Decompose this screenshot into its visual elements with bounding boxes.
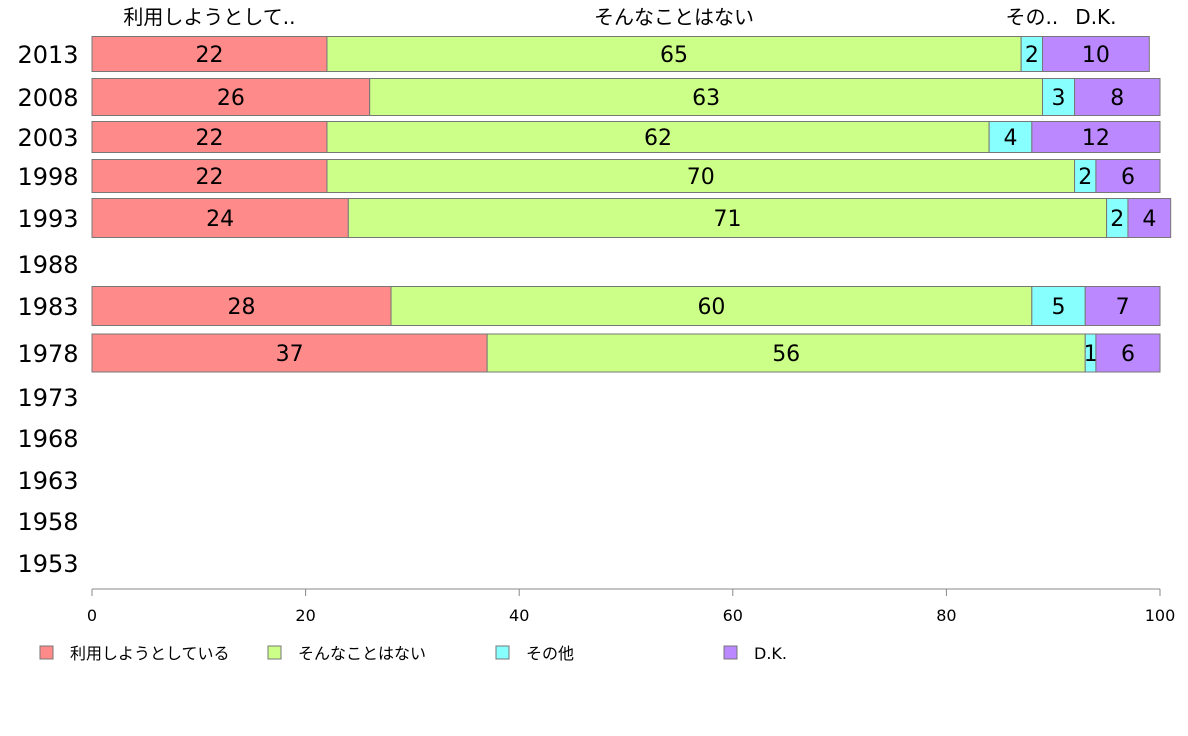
series-header-0: 利用しようとして.. bbox=[123, 5, 295, 29]
bar-segment-1993-3 bbox=[1127, 198, 1172, 238]
year-label-1988: 1988 bbox=[17, 251, 78, 279]
bar-segment-2008-3 bbox=[1074, 78, 1161, 116]
year-label-1998: 1998 bbox=[17, 163, 78, 191]
bar-value-label-1998-3: 6 bbox=[1121, 165, 1135, 190]
year-label-1953: 1953 bbox=[17, 550, 78, 578]
x-tick-label-80: 80 bbox=[936, 606, 956, 625]
bar-segment-1983-0 bbox=[91, 286, 392, 326]
bar-value-label-2003-2: 4 bbox=[1003, 126, 1017, 151]
bar-value-label-1978-0: 37 bbox=[276, 342, 304, 367]
x-tick-label-40: 40 bbox=[509, 606, 529, 625]
year-label-1963: 1963 bbox=[17, 467, 78, 495]
bar-value-label-1998-0: 22 bbox=[195, 165, 223, 190]
bar-value-label-1978-2: 1 bbox=[1084, 342, 1098, 367]
legend-label-3: D.K. bbox=[754, 644, 787, 663]
bar-value-label-1993-1: 71 bbox=[713, 207, 741, 232]
bar-segment-2008-2 bbox=[1042, 78, 1076, 116]
bar-segment-1978-0 bbox=[91, 333, 488, 373]
year-label-1973: 1973 bbox=[17, 384, 78, 412]
legend-swatch-1 bbox=[267, 645, 282, 660]
bar-value-label-2003-3: 12 bbox=[1082, 126, 1110, 151]
x-tick-label-100: 100 bbox=[1145, 606, 1176, 625]
year-label-1968: 1968 bbox=[17, 425, 78, 453]
bar-value-label-2013-1: 65 bbox=[660, 43, 688, 68]
year-label-2003: 2003 bbox=[17, 124, 78, 152]
bar-value-label-2008-2: 3 bbox=[1052, 86, 1066, 111]
bar-value-label-1993-2: 2 bbox=[1110, 207, 1124, 232]
legend-label-2: その他 bbox=[526, 644, 574, 663]
bar-segment-2013-3 bbox=[1042, 36, 1150, 72]
bar-value-label-1983-0: 28 bbox=[228, 295, 256, 320]
bar-value-label-1993-0: 24 bbox=[206, 207, 234, 232]
bar-value-label-1978-1: 56 bbox=[772, 342, 800, 367]
bar-segment-2003-0 bbox=[91, 121, 328, 153]
bar-segment-1983-1 bbox=[390, 286, 1033, 326]
bar-value-label-2013-0: 22 bbox=[195, 43, 223, 68]
bar-value-label-1998-1: 70 bbox=[687, 165, 715, 190]
bar-segment-1998-1 bbox=[326, 159, 1076, 193]
year-label-1993: 1993 bbox=[17, 205, 78, 233]
bar-segment-1983-3 bbox=[1084, 286, 1161, 326]
legend-label-1: そんなことはない bbox=[298, 644, 426, 663]
bar-segment-2003-1 bbox=[326, 121, 990, 153]
bar-value-label-2008-0: 26 bbox=[217, 86, 245, 111]
bar-segment-2008-1 bbox=[369, 78, 1044, 116]
bar-value-label-1983-1: 60 bbox=[697, 295, 725, 320]
year-label-1983: 1983 bbox=[17, 293, 78, 321]
bar-segment-1978-3 bbox=[1095, 333, 1161, 373]
bar-value-label-1983-2: 5 bbox=[1052, 295, 1066, 320]
bar-segment-1998-3 bbox=[1095, 159, 1161, 193]
legend-swatch-2 bbox=[495, 645, 510, 660]
bar-segment-2008-0 bbox=[91, 78, 371, 116]
bar-value-label-2003-1: 62 bbox=[644, 126, 672, 151]
legend-swatch-0 bbox=[39, 645, 54, 660]
bar-segment-2003-2 bbox=[988, 121, 1033, 153]
year-label-2013: 2013 bbox=[17, 41, 78, 69]
bar-segment-2013-1 bbox=[326, 36, 1022, 72]
year-label-2008: 2008 bbox=[17, 84, 78, 112]
bar-value-label-1998-2: 2 bbox=[1078, 165, 1092, 190]
bar-value-label-2003-0: 22 bbox=[195, 126, 223, 151]
bar-segment-2003-3 bbox=[1031, 121, 1161, 153]
bar-value-label-2013-3: 10 bbox=[1082, 43, 1110, 68]
bar-segment-1978-1 bbox=[486, 333, 1086, 373]
x-tick-label-0: 0 bbox=[87, 606, 97, 625]
year-label-1978: 1978 bbox=[17, 340, 78, 368]
x-tick-label-20: 20 bbox=[295, 606, 315, 625]
bar-value-label-1993-3: 4 bbox=[1142, 207, 1156, 232]
year-axis-labels: 2013 2008 2003 1998 1993 1988 1983 1978 1973 1968… bbox=[17, 41, 78, 578]
x-axis: 0 20 40 60 80 100 bbox=[87, 588, 1176, 625]
bar-segment-1998-0 bbox=[91, 159, 328, 193]
bar-value-label-1983-3: 7 bbox=[1116, 295, 1130, 320]
series-header-2: その.. bbox=[1005, 5, 1058, 29]
legend-swatch-3 bbox=[723, 645, 738, 660]
legend: 利用しようとしている そんなことはない その他 D.K. bbox=[39, 644, 787, 663]
bar-value-label-2008-1: 63 bbox=[692, 86, 720, 111]
series-header-labels: 利用しようとして.. そんなことはない その.. D.K. bbox=[123, 5, 1116, 29]
x-tick-label-60: 60 bbox=[723, 606, 743, 625]
bar-segment-2013-0 bbox=[91, 36, 328, 72]
bar-value-label-2008-3: 8 bbox=[1110, 86, 1124, 111]
series-header-1: そんなことはない bbox=[594, 5, 754, 29]
year-label-1958: 1958 bbox=[17, 508, 78, 536]
bar-value-label-2013-2: 2 bbox=[1025, 43, 1039, 68]
series-header-3: D.K. bbox=[1075, 5, 1116, 29]
legend-label-0: 利用しようとしている bbox=[70, 644, 230, 663]
bar-value-label-1978-3: 6 bbox=[1121, 342, 1135, 367]
